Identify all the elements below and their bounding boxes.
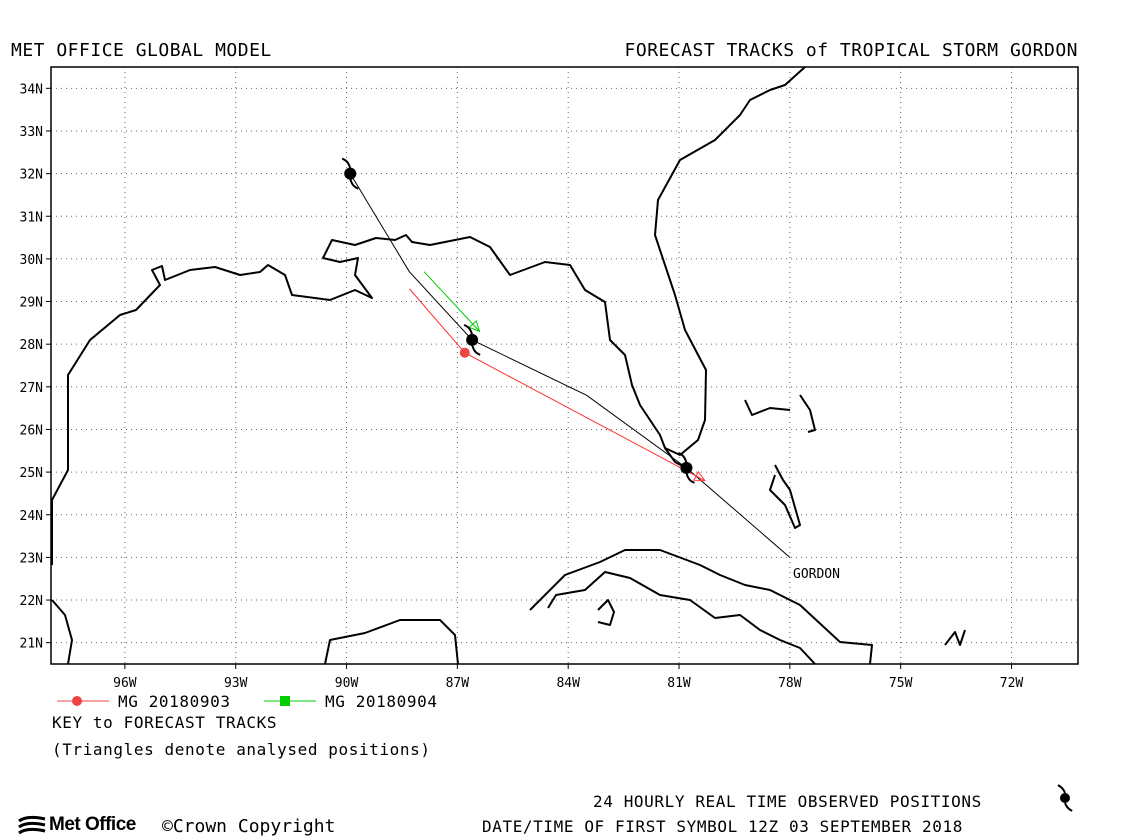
legend-triangles-note: (Triangles denote analysed positions) [52, 740, 431, 759]
lat-tick-label: 22N [20, 594, 43, 609]
lat-tick-label: 31N [20, 210, 43, 225]
track-end-triangle [693, 470, 706, 482]
lon-tick-label: 84W [556, 676, 580, 691]
lat-tick-label: 25N [20, 466, 43, 481]
hurricane-eye [466, 333, 479, 346]
observed-positions-label: 24 HOURLY REAL TIME OBSERVED POSITIONS [593, 792, 982, 811]
chart-title: FORECAST TRACKS of TROPICAL STORM GORDON [624, 40, 1078, 61]
lon-tick-label: 96W [113, 676, 137, 691]
lat-tick-label: 34N [20, 82, 43, 97]
lat-tick-label: 28N [20, 338, 43, 353]
lat-tick-label: 30N [20, 253, 43, 268]
met-office-logo-icon [18, 815, 46, 835]
lon-tick-label: 93W [224, 676, 248, 691]
legend-series-2-marker [264, 696, 316, 706]
axis-ticks: 34N 33N 32N 31N 30N 29N 28N 27N 26N 25N 24N 23N 22N 2… [20, 82, 1024, 691]
track-line-0 [349, 173, 791, 558]
hurricane-arm [341, 157, 352, 169]
copyright-text: ©Crown Copyright [162, 816, 336, 837]
coastlines [51, 66, 966, 665]
lat-tick-label: 21N [20, 637, 43, 652]
hurricane-arm [685, 472, 695, 484]
hurricane-eye [344, 167, 357, 180]
bahamas-east [799, 394, 816, 433]
eastern-islets [944, 629, 966, 646]
track-end-triangle [468, 319, 481, 333]
model-title: MET OFFICE GLOBAL MODEL [11, 40, 272, 61]
track-line-2 [423, 271, 480, 332]
track-line-1 [408, 288, 706, 482]
met-office-logo-text: Met Office [49, 814, 136, 835]
lat-tick-label: 23N [20, 551, 43, 566]
lon-tick-label: 87W [446, 676, 470, 691]
lat-tick-label: 29N [20, 296, 43, 311]
yucatan-coast [324, 619, 459, 665]
lon-tick-label: 75W [889, 676, 913, 691]
lon-tick-label: 78W [778, 676, 802, 691]
isla-juventud [597, 599, 615, 626]
first-symbol-datetime: DATE/TIME OF FIRST SYMBOL 12Z 03 SEPTEMB… [482, 817, 963, 836]
legend-series-2-label: MG 20180904 [325, 692, 438, 711]
legend-series-1-marker [57, 696, 109, 706]
cuba-south-coast [547, 571, 816, 665]
bahamas-north [744, 399, 791, 416]
map-grid [51, 67, 1078, 664]
legend-series-1-label: MG 20180903 [118, 692, 231, 711]
hurricane-arm [471, 344, 481, 356]
cuba-coast [529, 549, 873, 665]
forecast-tracks [341, 157, 791, 558]
hurricane-symbol-icon [1057, 784, 1073, 812]
lat-tick-label: 33N [20, 125, 43, 140]
map-frame [50, 66, 1079, 665]
hurricane-eye [680, 461, 693, 474]
legend-key-label: KEY to FORECAST TRACKS [52, 713, 278, 732]
lat-tick-label: 32N [20, 168, 43, 183]
mexico-coast [51, 599, 73, 665]
observed-position-1 [463, 324, 481, 356]
lat-tick-label: 24N [20, 509, 43, 524]
observed-position-2 [677, 451, 695, 484]
lon-tick-label: 90W [335, 676, 359, 691]
lat-tick-label: 27N [20, 381, 43, 396]
lat-tick-label: 26N [20, 423, 43, 438]
forecast-start-point [459, 347, 470, 358]
gulf-coast-north [51, 66, 806, 565]
lon-tick-label: 72W [1000, 676, 1024, 691]
storm-label: GORDON [793, 567, 840, 582]
andros-island [769, 464, 801, 529]
forecast-map: 34N 33N 32N 31N 30N 29N 28N 27N 26N 25N 24N 23N 22N 2… [20, 66, 1079, 691]
observed-position-0 [341, 157, 359, 190]
lon-tick-label: 81W [667, 676, 691, 691]
hurricane-arm [463, 324, 474, 336]
hurricane-arm [677, 451, 688, 464]
hurricane-arm [349, 178, 359, 190]
